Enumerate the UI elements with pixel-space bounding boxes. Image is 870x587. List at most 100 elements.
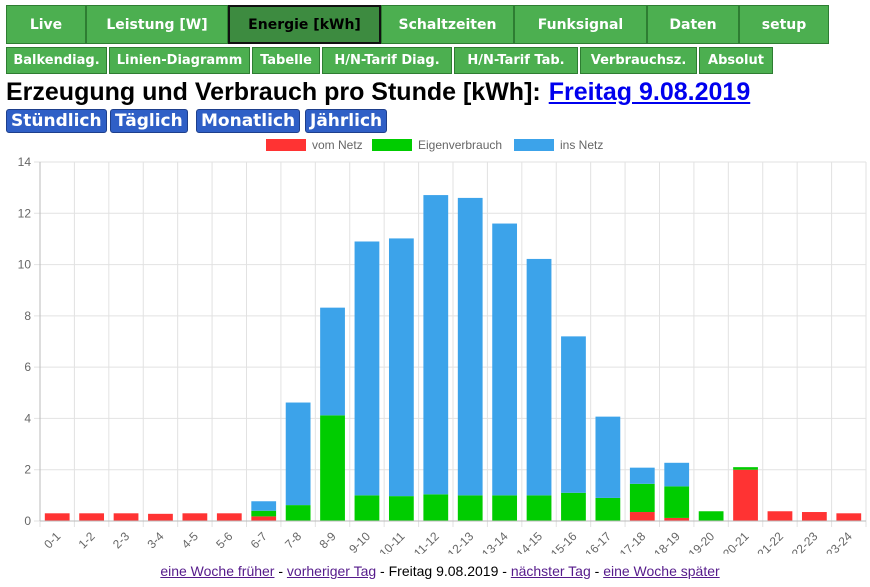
bar-segment bbox=[320, 307, 345, 416]
bar-segment bbox=[320, 415, 345, 521]
chart-bars bbox=[44, 195, 862, 521]
bar-segment bbox=[664, 517, 690, 521]
x-tick-label: 22-23 bbox=[789, 529, 821, 554]
x-tick-label: 4-5 bbox=[179, 529, 201, 551]
legend-swatch bbox=[514, 139, 554, 151]
separator: - bbox=[590, 563, 604, 579]
bar-segment bbox=[457, 495, 483, 521]
main-nav: Live Leistung [W] Energie [kWh] Schaltze… bbox=[6, 5, 829, 44]
sub-nav: Balkendiag. Linien-Diagramm Tabelle H/N-… bbox=[6, 47, 775, 74]
tab-daten[interactable]: Daten bbox=[647, 5, 739, 44]
legend-label: Eigenverbrauch bbox=[418, 138, 502, 152]
chart-legend: vom Netz Eigenverbrauch ins Netz bbox=[266, 138, 603, 152]
tab-live[interactable]: Live bbox=[6, 5, 86, 44]
x-tick-label: 14-15 bbox=[514, 529, 546, 554]
x-tick-label: 20-21 bbox=[720, 529, 752, 554]
bar-segment bbox=[733, 469, 758, 521]
bar-segment bbox=[79, 513, 105, 521]
subtab-absolut[interactable]: Absolut bbox=[699, 47, 773, 74]
bar-segment bbox=[664, 486, 690, 518]
x-tick-label: 2-3 bbox=[110, 529, 132, 551]
bar-segment bbox=[148, 513, 173, 521]
bar-segment bbox=[595, 416, 621, 498]
bar-segment bbox=[251, 516, 277, 521]
subtab-verbrauchsz[interactable]: Verbrauchsz. bbox=[580, 47, 697, 74]
bar-segment bbox=[492, 223, 518, 496]
bar-segment bbox=[526, 495, 552, 521]
tab-setup[interactable]: setup bbox=[739, 5, 829, 44]
tab-leistung[interactable]: Leistung [W] bbox=[86, 5, 228, 44]
bar-segment bbox=[492, 495, 518, 521]
bar-segment bbox=[354, 495, 380, 521]
bar-segment bbox=[182, 513, 208, 521]
y-tick-label: 10 bbox=[18, 258, 32, 272]
bar-segment bbox=[595, 497, 621, 521]
bar-segment bbox=[44, 513, 70, 521]
next-week-link[interactable]: eine Woche später bbox=[603, 563, 720, 579]
page-title: Erzeugung und Verbrauch pro Stunde [kWh]… bbox=[6, 78, 750, 110]
prev-week-link[interactable]: eine Woche früher bbox=[160, 563, 275, 579]
x-tick-label: 18-19 bbox=[651, 529, 683, 554]
x-tick-label: 0-1 bbox=[41, 529, 63, 551]
bar-segment bbox=[561, 336, 586, 493]
bar-segment bbox=[561, 492, 586, 521]
y-tick-label: 4 bbox=[24, 411, 31, 425]
x-tick-label: 11-12 bbox=[411, 529, 442, 554]
subtab-hn-tarif-diag[interactable]: H/N-Tarif Diag. bbox=[322, 47, 452, 74]
tab-energie[interactable]: Energie [kWh] bbox=[228, 5, 381, 44]
energy-bar-chart: vom Netz Eigenverbrauch ins Netz 0 2 4 6 8 10 12… bbox=[18, 138, 867, 554]
x-tick-label: 3-4 bbox=[144, 529, 166, 551]
x-tick-label: 10-11 bbox=[377, 529, 408, 554]
bar-segment bbox=[664, 462, 690, 487]
bar-segment bbox=[629, 467, 655, 484]
period-monthly-button[interactable]: Monatlich bbox=[196, 109, 301, 133]
x-tick-label: 17-18 bbox=[617, 529, 649, 554]
bar-segment bbox=[733, 467, 758, 470]
page-title-text: Erzeugung und Verbrauch pro Stunde [kWh]… bbox=[6, 78, 541, 106]
y-tick-label: 12 bbox=[18, 206, 32, 220]
x-tick-label: 7-8 bbox=[282, 529, 304, 551]
x-tick-label: 23-24 bbox=[823, 529, 855, 554]
bar-segment bbox=[354, 241, 380, 496]
bar-segment bbox=[423, 195, 449, 495]
legend-label: vom Netz bbox=[312, 138, 363, 152]
period-hourly-button[interactable]: Stündlich bbox=[6, 109, 107, 133]
legend-swatch bbox=[372, 139, 412, 151]
bar-segment bbox=[423, 494, 449, 521]
tab-schaltzeiten[interactable]: Schaltzeiten bbox=[381, 5, 514, 44]
x-tick-label: 19-20 bbox=[686, 529, 718, 554]
prev-day-link[interactable]: vorheriger Tag bbox=[286, 563, 377, 579]
bar-segment bbox=[457, 197, 483, 496]
chart-y-axis: 0 2 4 6 8 10 12 14 bbox=[18, 155, 41, 528]
x-tick-label: 8-9 bbox=[316, 529, 338, 551]
bar-segment bbox=[113, 513, 139, 521]
separator: - bbox=[274, 563, 287, 579]
date-link[interactable]: Freitag 9.08.2019 bbox=[548, 78, 751, 106]
x-tick-label: 13-14 bbox=[479, 529, 511, 554]
subtab-balkendiag[interactable]: Balkendiag. bbox=[6, 47, 107, 74]
x-tick-label: 6-7 bbox=[248, 529, 270, 551]
bar-segment bbox=[698, 511, 724, 521]
subtab-linien-diagramm[interactable]: Linien-Diagramm bbox=[109, 47, 250, 74]
tab-funksignal[interactable]: Funksignal bbox=[514, 5, 647, 44]
legend-label: ins Netz bbox=[560, 138, 603, 152]
bar-segment bbox=[836, 513, 862, 521]
subtab-hn-tarif-tab[interactable]: H/N-Tarif Tab. bbox=[454, 47, 578, 74]
subtab-tabelle[interactable]: Tabelle bbox=[252, 47, 320, 74]
y-tick-label: 2 bbox=[24, 463, 31, 477]
bar-segment bbox=[285, 505, 311, 521]
x-tick-label: 15-16 bbox=[548, 529, 580, 554]
bar-segment bbox=[251, 510, 277, 517]
bar-segment bbox=[629, 512, 655, 521]
bar-segment bbox=[285, 402, 311, 506]
bar-segment bbox=[216, 513, 242, 521]
bar-segment bbox=[388, 496, 414, 521]
next-day-link[interactable]: nächster Tag bbox=[510, 563, 591, 579]
x-tick-label: 21-22 bbox=[754, 529, 786, 554]
period-daily-button[interactable]: Täglich bbox=[110, 109, 188, 133]
bar-segment bbox=[767, 511, 793, 521]
y-tick-label: 6 bbox=[24, 360, 31, 374]
day-navigation: eine Woche früher - vorheriger Tag - Fre… bbox=[0, 563, 870, 579]
bar-segment bbox=[526, 258, 552, 496]
period-yearly-button[interactable]: Jährlich bbox=[305, 109, 388, 133]
